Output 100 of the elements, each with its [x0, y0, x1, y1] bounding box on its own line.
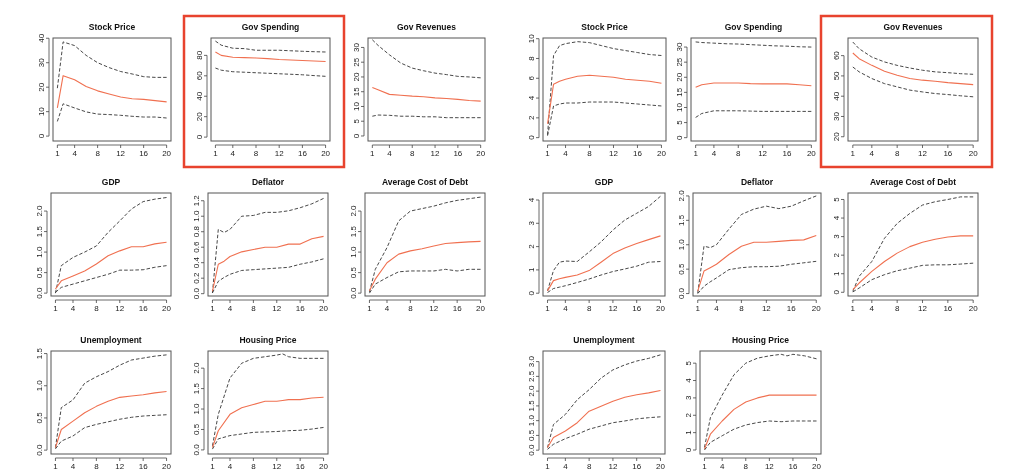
y-tick-label: 20 [37, 82, 46, 92]
x-tick-label: 1 [693, 149, 699, 158]
y-tick-label: 0.2 [192, 272, 201, 284]
x-tick-label: 20 [162, 149, 172, 158]
x-tick-label: 4 [72, 149, 78, 158]
x-tick-label: 16 [788, 462, 798, 471]
y-tick-label: 50 [832, 70, 841, 81]
y-tick-label: 0 [527, 134, 536, 140]
line-series [852, 66, 974, 98]
x-tick-label: 16 [943, 304, 953, 313]
y-tick-label: 60 [195, 70, 204, 81]
y-tick-label: 60 [832, 50, 841, 61]
line-series [214, 51, 327, 63]
y-tick-label: 2.0 [527, 385, 536, 397]
y-tick-label: 0.5 [349, 266, 358, 279]
y-tick-label: 4 [527, 95, 536, 101]
y-tick-label: 2 [684, 412, 693, 418]
y-tick-label: 40 [37, 33, 46, 43]
y-tick-label: 10 [675, 102, 684, 112]
x-tick-label: 8 [251, 304, 257, 313]
y-tick-label: 3.0 [527, 355, 536, 368]
x-tick-label: 20 [476, 149, 486, 158]
x-tick-label: 12 [274, 149, 285, 158]
y-tick-label: 1.5 [527, 399, 536, 412]
y-tick-label: 20 [832, 131, 841, 142]
y-tick-label: 5 [352, 118, 361, 124]
chart-title: Unemployment [573, 335, 635, 345]
y-tick-label: 0.4 [192, 256, 201, 269]
x-tick-label: 8 [408, 304, 414, 313]
x-tick-label: 8 [94, 462, 100, 471]
x-tick-label: 1 [545, 149, 551, 158]
y-tick-label: 1 [527, 267, 536, 273]
y-tick-label: 1.5 [192, 382, 201, 395]
x-tick-label: 16 [633, 149, 643, 158]
y-tick-label: 1.0 [677, 238, 686, 251]
y-tick-label: 0 [195, 134, 204, 140]
x-tick-label: 20 [968, 149, 979, 158]
chart-title: Stock Price [581, 22, 628, 32]
x-tick-label: 8 [894, 304, 900, 313]
y-tick-label: 1.0 [35, 379, 44, 392]
x-tick-label: 16 [295, 462, 306, 471]
x-tick-label: 20 [476, 304, 486, 313]
x-tick-label: 20 [656, 149, 667, 158]
x-tick-label: 4 [719, 462, 725, 471]
y-tick-label: 0 [352, 133, 361, 139]
y-tick-label: 0 [675, 134, 684, 140]
y-tick-label: 5 [832, 196, 841, 202]
y-tick-label: 1.0 [192, 402, 201, 415]
line-series [214, 67, 327, 77]
x-tick-label: 8 [743, 462, 749, 471]
y-tick-label: 2 [527, 243, 536, 249]
chart-title: Average Cost of Debt [381, 177, 469, 187]
y-tick-label: 1.0 [349, 245, 358, 258]
x-tick-label: 20 [806, 149, 817, 158]
y-tick-label: 0.0 [35, 287, 44, 299]
x-tick-label: 12 [272, 304, 282, 313]
x-tick-label: 16 [297, 149, 308, 158]
chart-title: GDP [594, 177, 614, 187]
y-tick-label: 0.6 [192, 241, 201, 253]
x-tick-label: 1 [210, 462, 216, 471]
y-tick-label: 20 [195, 111, 204, 122]
y-tick-label: 0.5 [35, 266, 44, 279]
x-tick-label: 16 [139, 149, 149, 158]
chart-title: Stock Price [88, 22, 136, 32]
x-tick-label: 20 [162, 462, 172, 471]
x-tick-label: 16 [138, 304, 149, 313]
x-tick-label: 1 [850, 304, 856, 313]
x-tick-label: 16 [453, 149, 463, 158]
line-series [852, 41, 974, 75]
y-tick-label: 0.0 [349, 287, 358, 299]
line-series [56, 41, 168, 89]
x-tick-label: 12 [918, 304, 928, 313]
x-tick-label: 20 [656, 462, 666, 471]
y-tick-label: 4 [684, 377, 693, 383]
y-tick-label: 0.5 [527, 429, 536, 441]
y-tick-label: 6 [527, 75, 536, 81]
x-tick-label: 1 [850, 149, 856, 158]
x-tick-label: 12 [272, 462, 282, 471]
x-tick-label: 1 [367, 304, 373, 313]
y-tick-label: 8 [527, 55, 536, 61]
x-tick-label: 20 [319, 462, 329, 471]
x-tick-label: 8 [251, 462, 257, 471]
x-tick-label: 16 [452, 304, 463, 313]
y-tick-label: 1.2 [192, 194, 201, 207]
y-tick-label: 2 [527, 115, 536, 121]
line-series [211, 353, 325, 447]
y-tick-label: 0 [832, 289, 841, 295]
x-tick-label: 8 [94, 304, 100, 313]
y-tick-label: 4 [527, 197, 536, 203]
line-series [56, 103, 168, 122]
x-tick-label: 12 [608, 304, 618, 313]
chart-title: Deflator [251, 177, 285, 187]
y-tick-label: 40 [832, 91, 841, 101]
x-tick-label: 4 [387, 149, 393, 158]
y-tick-label: 5 [675, 119, 684, 125]
x-tick-label: 20 [811, 304, 822, 313]
y-tick-label: 0 [37, 133, 46, 139]
x-tick-label: 4 [230, 149, 236, 158]
y-tick-label: 3 [684, 395, 693, 401]
x-tick-label: 12 [430, 149, 441, 158]
